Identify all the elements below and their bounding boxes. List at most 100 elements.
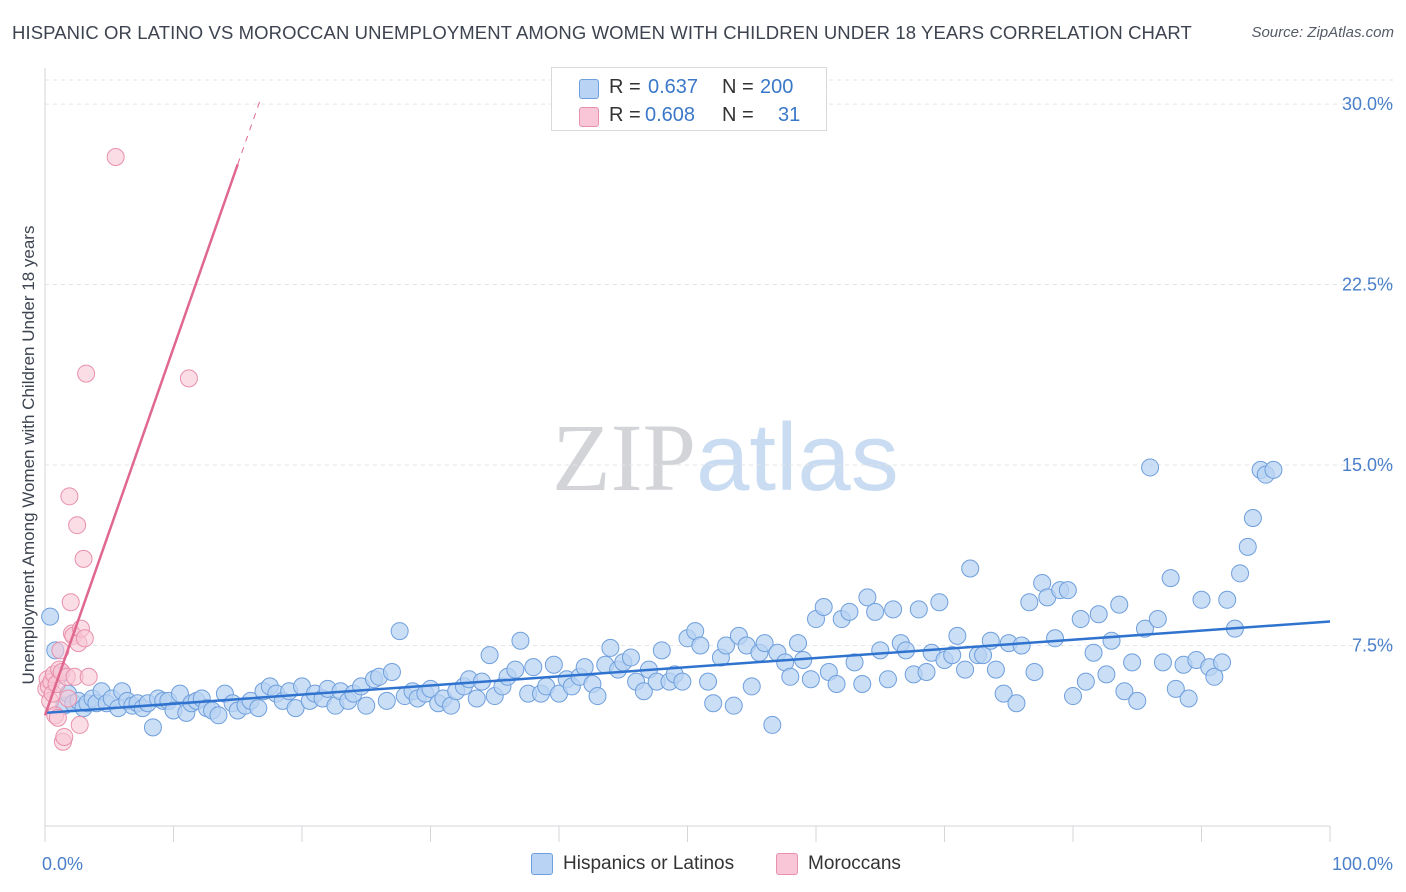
data-point-moroccans: [106, 148, 125, 167]
legend-row-moroccans: R = 0.608 N = 31: [552, 102, 826, 130]
data-point-hispanics: [1231, 564, 1250, 583]
data-point-hispanics: [845, 653, 864, 672]
data-point-hispanics: [506, 660, 525, 679]
data-point-hispanics: [961, 559, 980, 578]
data-point-hispanics: [544, 655, 563, 674]
data-point-hispanics: [858, 588, 877, 607]
data-point-hispanics: [1128, 691, 1147, 710]
data-point-hispanics: [1264, 460, 1283, 479]
data-point-hispanics: [249, 699, 268, 718]
data-point-hispanics: [724, 696, 743, 715]
data-point-hispanics: [209, 706, 228, 725]
y-tick-label: 22.5%: [1342, 275, 1393, 295]
data-point-hispanics: [1084, 643, 1103, 662]
data-point-hispanics: [1076, 672, 1095, 691]
data-point-hispanics: [840, 602, 859, 621]
data-point-hispanics: [1179, 689, 1198, 708]
data-point-moroccans: [68, 516, 87, 535]
x-tick-label: 100.0%: [1332, 854, 1393, 874]
data-point-hispanics: [948, 626, 967, 645]
data-point-hispanics: [1141, 458, 1160, 477]
data-point-hispanics: [588, 687, 607, 706]
data-point-hispanics: [814, 598, 833, 617]
data-point-hispanics: [1102, 631, 1121, 650]
data-point-hispanics: [1115, 682, 1134, 701]
data-point-moroccans: [55, 727, 74, 746]
data-point-hispanics: [382, 662, 401, 681]
data-point-hispanics: [1089, 605, 1108, 624]
data-point-hispanics: [717, 636, 736, 655]
data-point-hispanics: [467, 689, 486, 708]
data-point-hispanics: [742, 677, 761, 696]
data-point-hispanics: [673, 672, 692, 691]
data-point-hispanics: [866, 602, 885, 621]
data-point-hispanics: [994, 684, 1013, 703]
data-point-moroccans: [79, 667, 98, 686]
data-point-moroccans: [60, 487, 79, 506]
data-point-moroccans: [61, 593, 80, 612]
data-point-hispanics: [357, 696, 376, 715]
data-point-hispanics: [801, 670, 820, 689]
data-point-hispanics: [1110, 595, 1129, 614]
data-point-moroccans: [70, 715, 89, 734]
legend-swatch-hispanics: [579, 79, 599, 99]
legend-n-value: 200: [760, 76, 794, 98]
y-tick-label: 7.5%: [1352, 636, 1393, 656]
correlation-legend: R = 0.637 N = 200 R = 0.608 N = 31: [551, 67, 827, 131]
data-point-hispanics: [1218, 590, 1237, 609]
data-point-hispanics: [601, 638, 620, 657]
data-point-hispanics: [781, 667, 800, 686]
bottom-legend-label-moroccans: Moroccans: [808, 853, 901, 874]
data-point-hispanics: [986, 660, 1005, 679]
legend-r-label: R =: [609, 104, 641, 126]
data-point-hispanics: [763, 715, 782, 734]
watermark-atlas: atlas: [696, 404, 899, 511]
legend-r-value: 0.637: [648, 76, 699, 98]
legend-n-label: N =: [722, 76, 754, 98]
trend-line-moroccans: [43, 163, 239, 716]
data-point-hispanics: [1007, 694, 1026, 713]
legend-n-label: N =: [722, 104, 754, 126]
data-point-hispanics: [1064, 687, 1082, 706]
legend-r-label: R =: [609, 76, 641, 98]
data-point-hispanics: [1166, 679, 1185, 698]
data-point-moroccans: [74, 549, 93, 568]
data-point-hispanics: [871, 641, 890, 660]
y-tick-label: 30.0%: [1342, 94, 1393, 114]
watermark: ZIPatlas: [552, 402, 899, 513]
bottom-legend-swatch-hispanics: [531, 853, 553, 875]
data-point-hispanics: [1192, 590, 1211, 609]
data-point-hispanics: [1205, 667, 1224, 686]
data-point-hispanics: [390, 622, 409, 641]
trend-line-moroccans-extension: [237, 97, 262, 165]
data-point-hispanics: [691, 636, 710, 655]
legend-swatch-moroccans: [579, 107, 599, 127]
data-point-hispanics: [853, 675, 872, 694]
data-point-hispanics: [1123, 653, 1142, 672]
data-point-hispanics: [1135, 619, 1154, 638]
legend-n-value: 31: [778, 104, 801, 126]
data-point-hispanics: [377, 691, 396, 710]
data-point-hispanics: [884, 600, 903, 619]
data-point-hispanics: [143, 718, 162, 737]
data-point-hispanics: [1020, 593, 1039, 612]
data-point-hispanics: [909, 600, 928, 619]
x-tick-label: 0.0%: [42, 854, 83, 874]
data-point-hispanics: [1238, 537, 1257, 556]
data-point-hispanics: [1243, 508, 1262, 527]
data-point-hispanics: [1071, 610, 1090, 629]
bottom-legend-swatch-moroccans: [776, 853, 798, 875]
data-point-hispanics: [789, 634, 808, 653]
data-point-hispanics: [1213, 653, 1232, 672]
data-point-hispanics: [524, 658, 543, 677]
data-point-hispanics: [1153, 653, 1172, 672]
data-point-moroccans: [77, 364, 96, 383]
data-point-hispanics: [1046, 629, 1065, 648]
data-point-hispanics: [1025, 662, 1044, 681]
chart-title: HISPANIC OR LATINO VS MOROCCAN UNEMPLOYM…: [12, 22, 1192, 43]
legend-row-hispanics: R = 0.637 N = 200: [552, 74, 826, 102]
data-point-hispanics: [704, 694, 723, 713]
legend-r-value: 0.608: [645, 104, 696, 126]
data-point-moroccans: [179, 369, 198, 388]
